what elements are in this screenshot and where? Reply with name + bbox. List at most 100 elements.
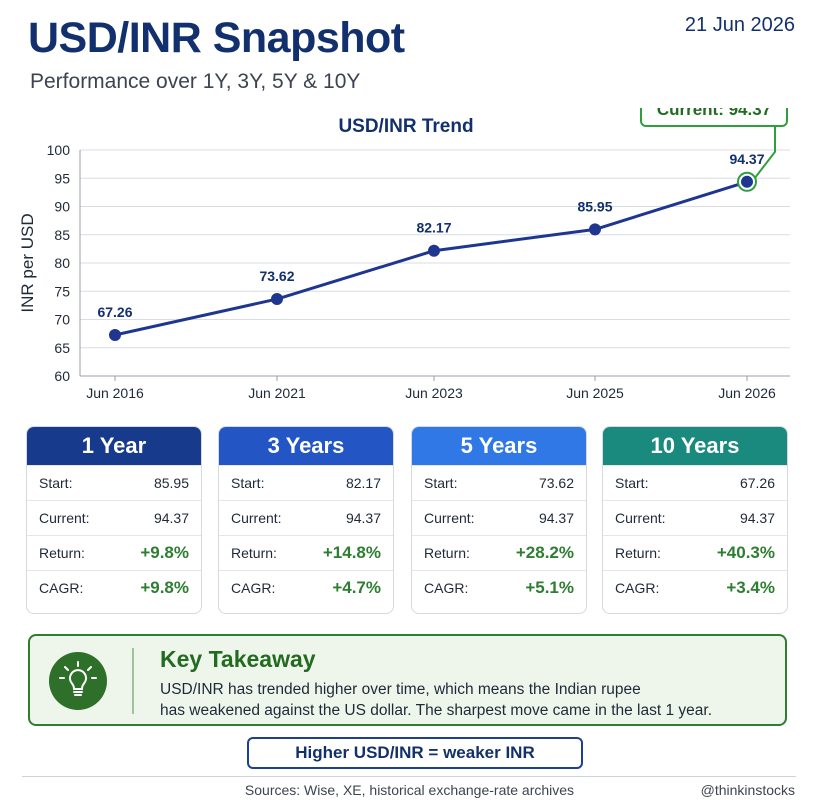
row-value: 94.37 [739,510,775,526]
card-row-return: Return: +9.8% [27,535,201,570]
x-tick-label: Jun 2025 [566,385,624,401]
card-title: 3 Years [219,427,393,465]
card-row-cagr: CAGR: +5.1% [412,570,586,605]
row-label: CAGR: [424,580,469,596]
row-label: CAGR: [39,580,84,596]
takeaway-line-2: has weakened against the US dollar. The … [160,702,713,719]
snapshot-date: 21 Jun 2026 [684,14,795,36]
row-label: Start: [424,475,458,491]
row-value: +9.8% [140,543,189,562]
x-tick-label: Jun 2021 [248,385,306,401]
y-tick-label: 80 [54,255,70,271]
card-row-start: Start: 82.17 [219,465,393,500]
takeaway-line-1: USD/INR has trended higher over time, wh… [160,681,641,698]
card-row-return: Return: +28.2% [412,535,586,570]
row-value: 82.17 [345,475,381,491]
row-label: Current: [39,510,90,526]
card-row-start: Start: 67.26 [603,465,787,500]
takeaway-text: USD/INR has trended higher over time, wh… [160,679,770,721]
x-tick-label: Jun 2016 [86,385,144,401]
y-tick-label: 75 [54,283,70,299]
sources-text: Sources: Wise, XE, historical exchange-r… [244,782,575,798]
card-row-start: Start: 85.95 [27,465,201,500]
card-title: 5 Years [412,427,586,465]
footer-divider [22,776,796,777]
row-value: +3.4% [726,578,775,597]
callout-box [640,108,788,127]
row-value: 94.37 [153,510,189,526]
page-title: USD/INR Snapshot [28,14,405,62]
row-label: Start: [39,475,73,491]
series-line [114,180,748,337]
row-label: Return: [39,545,85,561]
data-label: 94.37 [729,151,764,167]
row-label: Current: [231,510,282,526]
takeaway-divider [132,648,134,714]
lightbulb-icon [49,652,107,710]
row-label: Return: [615,545,661,561]
row-label: Start: [231,475,265,491]
card-row-current: Current: 94.37 [603,500,787,535]
key-takeaway-box: Key Takeaway USD/INR has trended higher … [28,634,787,726]
card-title: 10 Years [603,427,787,465]
row-value: 94.37 [538,510,574,526]
data-label: 67.26 [97,304,132,320]
card-row-cagr: CAGR: +3.4% [603,570,787,605]
row-value: +4.7% [332,578,381,597]
row-label: Return: [231,545,277,561]
data-point [741,175,753,188]
card-row-cagr: CAGR: +4.7% [219,570,393,605]
row-label: Current: [615,510,666,526]
data-label: 82.17 [416,220,451,236]
data-point [271,293,283,306]
row-label: Current: [424,510,475,526]
y-tick-label: 90 [54,199,70,215]
row-label: CAGR: [231,580,276,596]
y-tick-label: 70 [54,312,70,328]
card-10-years: 10 Years Start: 67.26 Current: 94.37 Retur… [602,426,788,614]
author-handle: @thinkinstocks [700,782,795,798]
takeaway-title: Key Takeaway [160,646,316,672]
card-row-current: Current: 94.37 [219,500,393,535]
data-label: 73.62 [259,268,294,284]
x-tick-label: Jun 2023 [405,385,463,401]
data-point [428,244,440,257]
y-tick-label: 60 [54,368,70,384]
y-axis-label: INR per USD [18,213,37,312]
card-row-cagr: CAGR: +9.8% [27,570,201,605]
callout-connector [754,124,776,179]
data-label: 85.95 [577,198,612,214]
callout-text: Current: 94.37 [657,108,771,119]
row-value: +40.3% [716,543,775,562]
card-3-years: 3 Years Start: 82.17 Current: 94.37 Return… [218,426,394,614]
card-5-years: 5 Years Start: 73.62 Current: 94.37 Return… [411,426,587,614]
row-value: +9.8% [140,578,189,597]
y-tick-label: 95 [54,170,70,186]
card-row-current: Current: 94.37 [412,500,586,535]
y-tick-label: 85 [54,227,70,243]
row-value: 94.37 [345,510,381,526]
card-row-current: Current: 94.37 [27,500,201,535]
row-value: 73.62 [538,475,574,491]
chart-title: USD/INR Trend [338,116,473,137]
row-label: Start: [615,475,649,491]
period-cards: 1 Year Start: 85.95 Current: 94.37 Return:… [26,426,788,614]
row-value: +5.1% [525,578,574,597]
card-1-year: 1 Year Start: 85.95 Current: 94.37 Return:… [26,426,202,614]
y-tick-label: 100 [47,142,71,158]
row-value: 67.26 [739,475,775,491]
data-point [589,223,601,236]
page-subtitle: Performance over 1Y, 3Y, 5Y & 10Y [30,70,361,93]
row-label: Return: [424,545,470,561]
x-tick-label: Jun 2026 [718,385,776,401]
insight-pill: Higher USD/INR = weaker INR [247,737,583,769]
trend-chart: USD/INR Trend 60 65 70 75 80 85 90 95 100 INR per … [18,108,790,401]
card-row-return: Return: +14.8% [219,535,393,570]
row-value: +28.2% [515,543,574,562]
row-label: CAGR: [615,580,660,596]
data-point [109,328,121,341]
row-value: +14.8% [322,543,381,562]
card-row-start: Start: 73.62 [412,465,586,500]
y-tick-label: 65 [54,340,70,356]
row-value: 85.95 [153,475,189,491]
